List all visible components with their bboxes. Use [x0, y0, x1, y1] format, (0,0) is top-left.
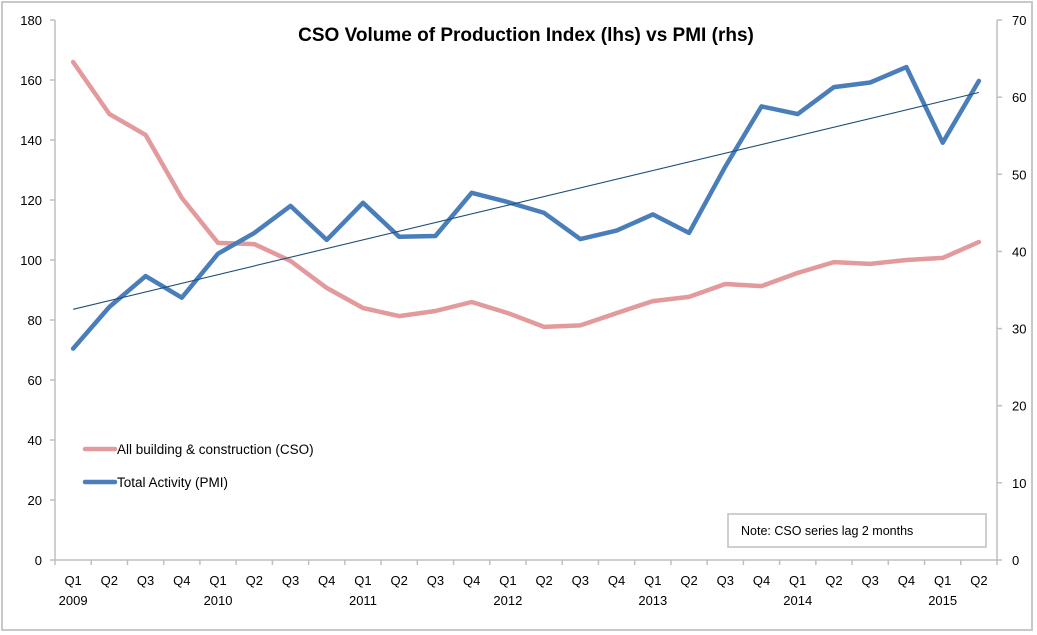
x-tick-label-year: 2011 [349, 593, 377, 608]
series-cso [70, 59, 982, 330]
right-tick-label: 40 [1012, 244, 1026, 259]
x-tick-label-quarter: Q1 [644, 573, 661, 588]
x-tick-label-quarter: Q3 [137, 573, 154, 588]
x-tick-label-quarter: Q3 [862, 573, 879, 588]
x-tick-label-year: 2013 [638, 593, 667, 608]
x-tick-label-quarter: Q4 [753, 573, 770, 588]
x-tick-label-quarter: Q4 [318, 573, 335, 588]
x-tick-label-quarter: Q2 [970, 573, 987, 588]
x-tick-label-year: 2015 [928, 593, 957, 608]
legend-label-pmi: Total Activity (PMI) [117, 475, 228, 490]
legend-item-pmi: Total Activity (PMI) [82, 475, 228, 490]
left-tick-label: 20 [28, 493, 42, 508]
x-tick-label-quarter: Q2 [391, 573, 408, 588]
right-tick-label: 20 [1012, 399, 1026, 414]
series-pmi [70, 64, 982, 351]
right-tick-label: 50 [1012, 167, 1026, 182]
note-text: Note: CSO series lag 2 months [741, 524, 913, 538]
legend: All building & construction (CSO) Total … [82, 442, 314, 490]
x-tick-label-year: 2009 [59, 593, 88, 608]
left-tick-label: 0 [35, 553, 42, 568]
x-tick-label-quarter: Q1 [354, 573, 371, 588]
x-tick-label-quarter: Q4 [898, 573, 915, 588]
right-y-ticks: 0 10 20 30 40 50 60 70 [997, 13, 1026, 568]
x-tick-label-quarter: Q1 [209, 573, 226, 588]
note-annotation: Note: CSO series lag 2 months [727, 513, 987, 548]
x-tick-label-quarter: Q1 [789, 573, 806, 588]
left-y-ticks: 0 20 40 60 80 100 120 140 160 180 [20, 13, 55, 568]
left-tick-label: 140 [20, 133, 42, 148]
x-tick-label-quarter: Q2 [246, 573, 263, 588]
chart-title: CSO Volume of Production Index (lhs) vs … [298, 25, 754, 46]
x-tick-label-quarter: Q1 [934, 573, 951, 588]
note-box [727, 513, 987, 548]
left-tick-label: 40 [28, 433, 42, 448]
left-tick-label: 100 [20, 253, 42, 268]
x-tick-label-quarter: Q2 [825, 573, 842, 588]
series-line [70, 59, 982, 330]
x-tick-label-quarter: Q1 [64, 573, 81, 588]
x-tick-label-quarter: Q4 [463, 573, 480, 588]
right-tick-label: 70 [1012, 13, 1026, 28]
x-ticks: Q1 2009 Q2 Q3 Q4 Q1 2010 Q2 Q3 Q4 Q1 2011 Q2 Q3 Q4 Q1 20… [54, 560, 998, 608]
x-tick-label-year: 2012 [493, 593, 522, 608]
left-tick-label: 180 [20, 13, 42, 28]
left-tick-label: 80 [28, 313, 42, 328]
x-tick-label-year: 2014 [783, 593, 812, 608]
left-tick-label: 160 [20, 73, 42, 88]
legend-label-cso: All building & construction (CSO) [117, 442, 314, 457]
right-tick-label: 0 [1012, 553, 1019, 568]
x-tick-label-quarter: Q2 [535, 573, 552, 588]
x-tick-label-quarter: Q4 [608, 573, 625, 588]
x-tick-label-quarter: Q2 [101, 573, 118, 588]
x-tick-label-quarter: Q3 [717, 573, 734, 588]
series-line [70, 64, 982, 351]
x-tick-label-quarter: Q2 [680, 573, 697, 588]
x-tick-label-quarter: Q4 [173, 573, 190, 588]
x-tick-label-year: 2010 [204, 593, 233, 608]
left-tick-label: 60 [28, 373, 42, 388]
right-tick-label: 10 [1012, 476, 1026, 491]
right-tick-label: 30 [1012, 322, 1026, 337]
x-tick-label-quarter: Q3 [427, 573, 444, 588]
trendline [72, 91, 980, 310]
x-tick-label-quarter: Q1 [499, 573, 516, 588]
series-layer [70, 59, 982, 351]
axes: 0 20 40 60 80 100 120 140 160 180 0 10 20 30 40 50 60 70… [20, 13, 1026, 608]
legend-item-cso: All building & construction (CSO) [82, 442, 314, 457]
x-tick-label-quarter: Q3 [282, 573, 299, 588]
right-tick-label: 60 [1012, 90, 1026, 105]
left-tick-label: 120 [20, 193, 42, 208]
x-tick-label-quarter: Q3 [572, 573, 589, 588]
